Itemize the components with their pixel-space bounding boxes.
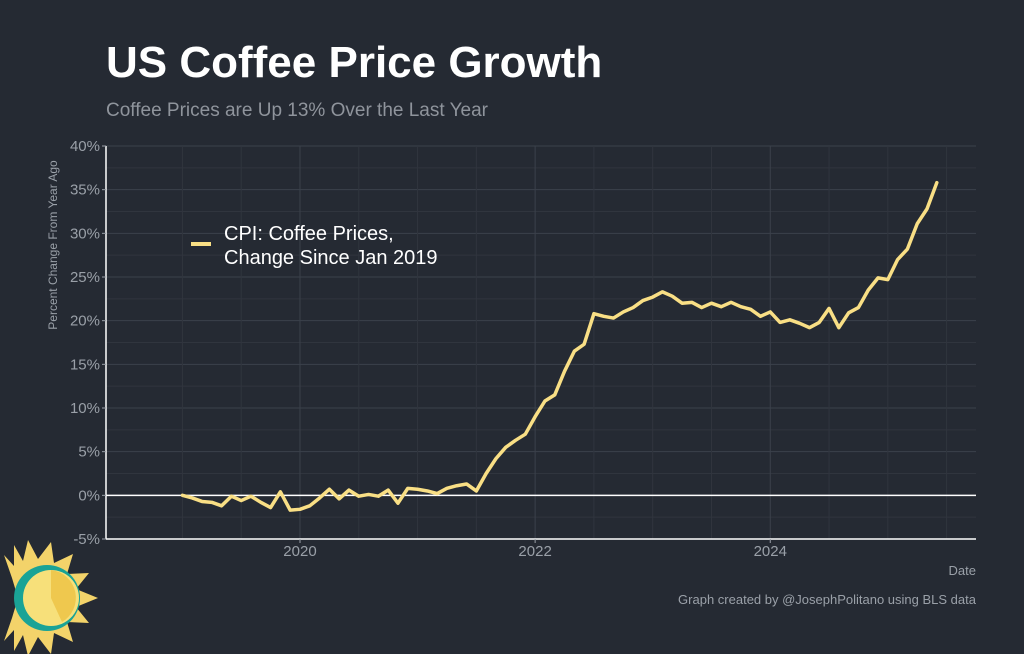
grid-lines	[106, 145, 976, 540]
legend-label-line-1: CPI: Coffee Prices,	[224, 223, 394, 245]
y-axis-label: Percent Change From Year Ago	[46, 160, 60, 330]
x-tick-label: 2020	[283, 543, 316, 560]
y-tick-label: 15%	[70, 356, 100, 373]
sun-logo-icon	[4, 540, 98, 654]
y-axis-ticks: -5% 0% 5% 10% 15% 20% 25% 30% 35% 40%	[70, 138, 106, 548]
credit-text: Graph created by @JosephPolitano using B…	[678, 592, 977, 607]
series-line-coffee-cpi	[180, 180, 939, 512]
chart-subtitle: Coffee Prices are Up 13% Over the Last Y…	[106, 100, 488, 121]
y-tick-label: 30%	[70, 225, 100, 242]
y-tick-label: 20%	[70, 313, 100, 330]
y-tick-label: 10%	[70, 400, 100, 417]
x-tick-label: 2022	[518, 543, 551, 560]
y-tick-label: 40%	[70, 138, 100, 155]
y-tick-label: 0%	[78, 487, 100, 504]
legend: CPI: Coffee Prices, Change Since Jan 201…	[191, 223, 438, 269]
x-axis-label: Date	[949, 563, 976, 578]
legend-label-line-2: Change Since Jan 2019	[224, 247, 438, 269]
series-group	[180, 180, 939, 512]
y-tick-label: 5%	[78, 444, 100, 461]
x-axis-ticks: 2020 2022 2024	[283, 539, 787, 560]
y-tick-label: 25%	[70, 269, 100, 286]
chart-title: US Coffee Price Growth	[106, 38, 603, 87]
y-tick-label: 35%	[70, 182, 100, 199]
y-tick-label: -5%	[73, 531, 100, 548]
x-tick-label: 2024	[754, 543, 787, 560]
